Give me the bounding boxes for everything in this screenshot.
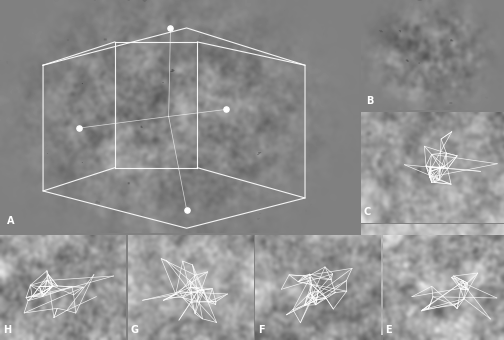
Text: H: H: [3, 325, 11, 335]
Text: A: A: [7, 216, 15, 225]
Text: C: C: [364, 207, 371, 217]
Point: [166, 25, 174, 31]
Text: D: D: [364, 319, 372, 329]
Text: F: F: [258, 325, 265, 335]
Text: E: E: [386, 325, 392, 335]
Point: [222, 107, 230, 112]
Text: G: G: [131, 325, 139, 335]
Text: B: B: [366, 96, 374, 106]
Point: [75, 125, 83, 131]
Point: [182, 207, 191, 212]
